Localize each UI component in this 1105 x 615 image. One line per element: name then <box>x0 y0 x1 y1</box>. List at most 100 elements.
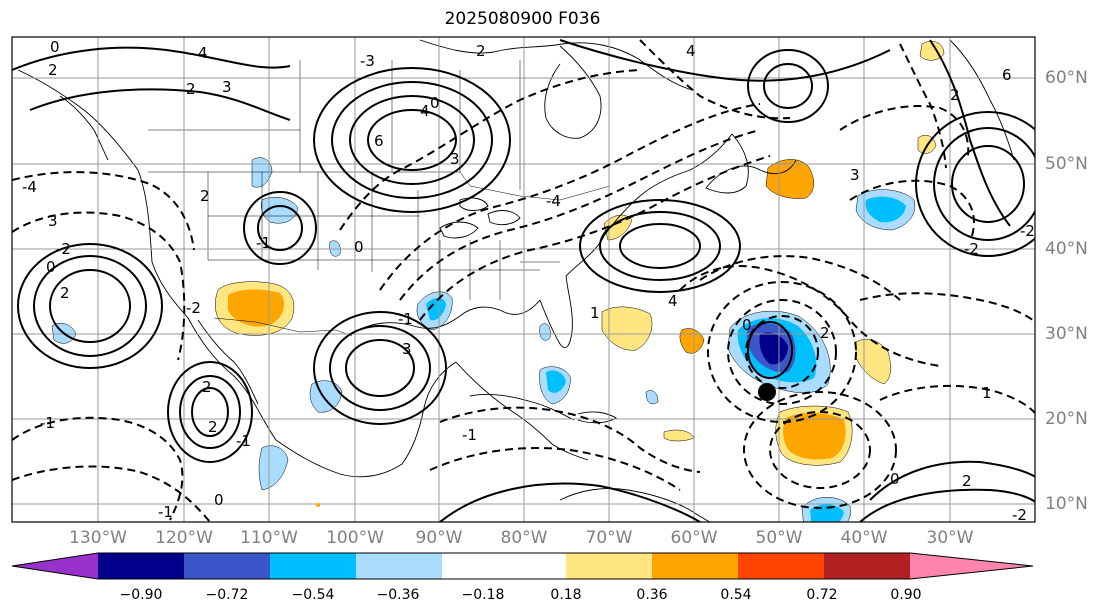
contour-pacific-trough-2 <box>12 171 195 251</box>
contour-low-south-atlantic-1 <box>769 411 871 489</box>
contour-northeast-2 <box>849 179 975 237</box>
contour-label: -1 <box>40 414 55 432</box>
coastline-central-america <box>455 361 589 461</box>
colorbar-segment <box>356 553 442 579</box>
gridlines <box>12 37 1035 522</box>
lon-label: 90°W <box>415 528 463 548</box>
shade-positive-bermuda <box>601 306 653 351</box>
lon-label: 110°W <box>240 528 298 548</box>
border-layer <box>148 60 611 337</box>
coastline-mexico <box>275 361 457 478</box>
shade-negative-mexico <box>309 380 343 413</box>
shade-positive-small-4 <box>663 429 695 442</box>
colorbar-segment <box>98 553 184 579</box>
colorbar-extend-high <box>910 553 1033 579</box>
colorbar-tick-label: −0.72 <box>205 587 249 603</box>
contour-pacific-south-1 <box>12 416 184 521</box>
contour-label: -1 <box>398 310 413 328</box>
contour-east-atlantic-2 <box>859 292 1035 323</box>
contour-label: -3 <box>360 52 375 70</box>
colorbar-tick-label: −0.90 <box>119 587 163 603</box>
contour-high-pacific-south-1 <box>191 387 229 437</box>
colorbar-extend-low <box>12 553 98 579</box>
contour-label: 0 <box>46 258 56 276</box>
colorbar-tick-label: 0.90 <box>890 587 922 603</box>
contour-label: 2 <box>48 61 58 79</box>
colorbar-outline <box>11 552 1034 580</box>
colorbar-segment <box>824 553 910 579</box>
border-canada-provinces <box>148 60 521 190</box>
contour-label: 1 <box>982 384 992 402</box>
plot-title: 2025080900 F036 <box>444 9 601 29</box>
colorbar-segment <box>566 553 652 579</box>
contour-label: -1 <box>256 234 271 252</box>
shade-negative-small-1 <box>645 390 659 405</box>
contour-caribbean-2 <box>429 447 681 491</box>
contour-label: 2 <box>820 324 830 342</box>
lon-label: 70°W <box>585 528 633 548</box>
lat-label: 20°N <box>1045 409 1088 429</box>
shade-positive-labrador <box>765 159 814 199</box>
shade-positive-small-5 <box>603 214 633 241</box>
lon-label: 50°W <box>755 528 803 548</box>
colorbar-tick-label: −0.36 <box>376 587 420 603</box>
contour-southeast-wave-2 <box>859 488 1035 522</box>
contour-label: -4 <box>546 192 561 210</box>
lat-label: 50°N <box>1045 154 1088 174</box>
lon-label: 30°W <box>926 528 974 548</box>
contour-label: 0 <box>354 238 364 256</box>
contour-label: 6 <box>1002 66 1012 84</box>
lat-label: 30°N <box>1045 324 1088 344</box>
lat-label: 60°N <box>1045 68 1088 88</box>
contours-negative <box>12 39 1035 522</box>
coastline-hispaniola <box>577 411 617 424</box>
contour-high-east-3 <box>915 111 1035 257</box>
coastline-canada-east <box>705 133 797 194</box>
contour-label: 4 <box>198 44 208 62</box>
contour-high-gulf-1 <box>345 339 415 397</box>
contour-label: 4 <box>420 102 430 120</box>
contour-label: -4 <box>22 178 37 196</box>
contour-high-gulf-3 <box>313 311 447 425</box>
contour-label: -2 <box>56 240 71 258</box>
contour-high-rockies-2 <box>243 191 317 265</box>
contour-high-pacific-south-2 <box>179 375 241 449</box>
shade-positive-southwest-us-core <box>228 289 285 327</box>
contour-southeast-wave <box>869 460 1035 501</box>
contour-northeast-1 <box>839 105 970 157</box>
contour-label: 2 <box>950 86 960 104</box>
contour-label: 1 <box>590 304 600 322</box>
colorbar-segment <box>270 553 356 579</box>
lon-label: 60°W <box>670 528 718 548</box>
coastline-florida <box>539 275 573 348</box>
contour-label: 0 <box>742 316 752 334</box>
lon-label: 130°W <box>69 528 127 548</box>
contour-caribbean-1 <box>439 406 701 473</box>
lat-label: 10°N <box>1045 494 1088 514</box>
colorbar-segment <box>442 553 566 579</box>
contour-label: -1 <box>462 426 477 444</box>
contour-high-atlantic-1 <box>619 223 701 269</box>
contour-low-hurricane-2 <box>727 299 837 405</box>
contour-atlantic-mid-2 <box>699 255 901 301</box>
coastline-hudson-bay <box>544 45 602 139</box>
contour-label: 2 <box>476 42 486 60</box>
contour-high-pacific-2 <box>33 255 147 357</box>
contour-far-north-2 <box>899 43 947 169</box>
contour-label: 3 <box>850 166 860 184</box>
colorbar-tick-label: 0.72 <box>806 587 838 603</box>
contour-high-northwest-4 <box>367 109 457 171</box>
contour-label: -2 <box>186 299 201 317</box>
storm-center-marker <box>758 383 776 401</box>
contour-label: 2 <box>60 284 70 302</box>
coastline-baja <box>197 319 259 405</box>
colorbar-tick-label: −0.54 <box>291 587 335 603</box>
contour-labrador-arc <box>559 39 891 82</box>
border-us-mexico <box>213 317 353 337</box>
contour-far-north-1 <box>639 39 791 120</box>
contour-trough-east-us-3 <box>379 103 761 291</box>
contour-high-northwest-2 <box>331 81 493 199</box>
contour-label: -2 <box>964 240 979 258</box>
shade-positive-atlantic-east <box>855 339 891 385</box>
contour-high-northwest-3 <box>313 67 511 213</box>
